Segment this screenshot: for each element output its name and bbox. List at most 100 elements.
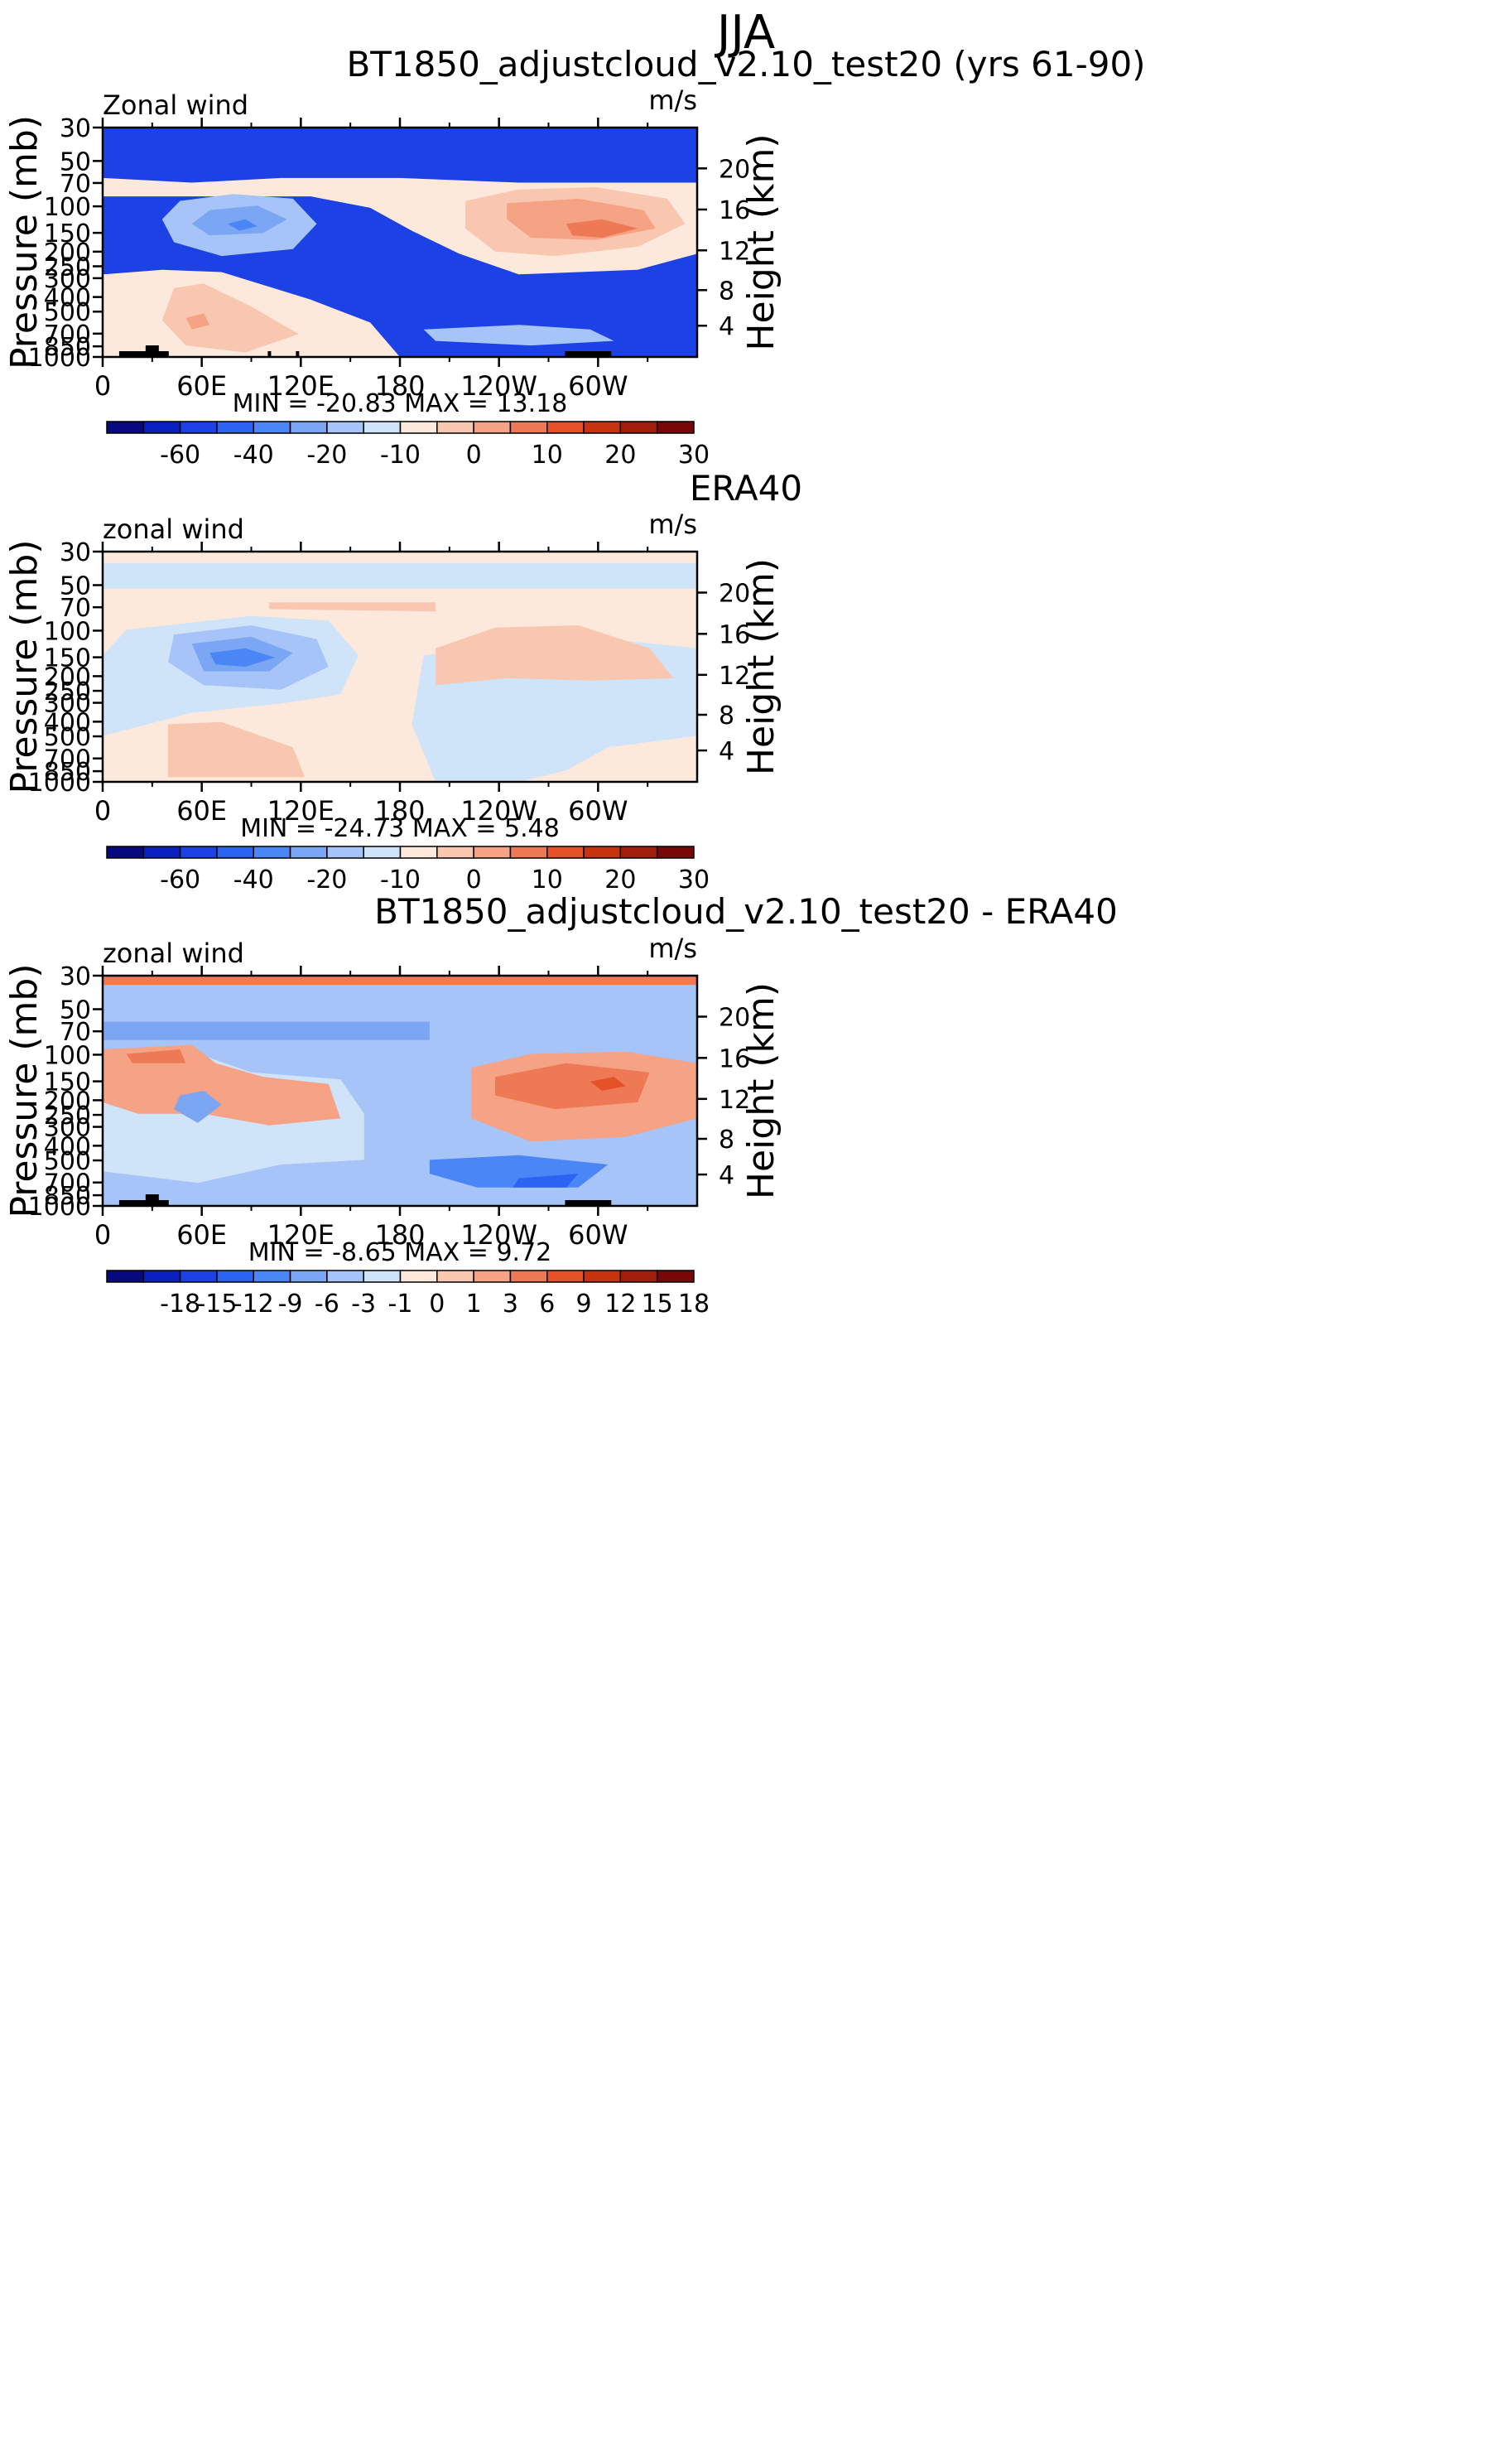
x-tick-label: 120E — [267, 1219, 334, 1251]
y-right-axis-title: Height (km) — [740, 558, 782, 775]
colorbar-label: -40 — [233, 441, 274, 470]
y-tick-label: 200 — [44, 1087, 91, 1116]
contour-region-6 — [126, 1049, 186, 1063]
y-right-axis-title: Height (km) — [740, 133, 782, 350]
contour-region-10 — [269, 602, 436, 612]
panel-3: BT1850_adjustcloud_v2.10_test20 - ERA40 z… — [3, 891, 1118, 1319]
colorbar-label: 30 — [678, 441, 710, 470]
colorbar: -60 -40 -20 -10 0 10 20 30 — [106, 846, 710, 894]
y-tick-label: 30 — [60, 114, 91, 143]
colorbar-swatch — [583, 1270, 622, 1283]
colorbar-swatch — [619, 1270, 658, 1283]
contour-region-3 — [103, 1021, 430, 1040]
colorbar-swatch — [289, 846, 328, 859]
colorbar-swatch — [363, 1270, 402, 1283]
y-tick-label: 700 — [44, 745, 91, 774]
y-tick-label: 500 — [44, 723, 91, 752]
variable-label: zonal wind — [103, 514, 244, 545]
colorbar-label: -60 — [160, 441, 200, 470]
contour-region-9 — [590, 1077, 626, 1091]
colorbar-label: -6 — [315, 1290, 339, 1319]
colorbar-label: -60 — [160, 866, 200, 894]
terrain-block-2 — [565, 1200, 612, 1206]
y-tick-label: 70 — [60, 1018, 91, 1047]
colorbar-label: 0 — [466, 866, 482, 894]
colorbar-swatch — [619, 846, 658, 859]
colorbar-label: -3 — [351, 1290, 376, 1319]
min-max-stats: MIN = -24.73 MAX = 5.48 — [240, 814, 560, 843]
colorbar-swatch — [436, 1270, 474, 1283]
y-tick-label: 1000 — [28, 344, 91, 373]
x-tick-label: 0 — [94, 1219, 111, 1251]
colorbar-swatch — [253, 1270, 291, 1283]
terrain-block-1 — [118, 1200, 169, 1206]
height-tick-label: 20 — [719, 579, 750, 608]
colorbar-label: -15 — [196, 1290, 237, 1319]
colorbar-swatch — [326, 846, 364, 859]
colorbar-swatch — [509, 1270, 548, 1283]
colorbar-swatch — [509, 846, 548, 859]
x-tick-label: 60E — [176, 795, 227, 827]
y-tick-label: 700 — [44, 1169, 91, 1198]
colorbar-label: -1 — [388, 1290, 413, 1319]
colorbar-label: 15 — [642, 1290, 673, 1319]
height-tick-label: 12 — [719, 662, 750, 691]
x-tick-label: 60W — [568, 1219, 628, 1251]
height-tick-label: 8 — [719, 1126, 734, 1155]
colorbar-label: 1 — [466, 1290, 482, 1319]
colorbar-swatch — [583, 421, 622, 434]
colorbar-swatch — [216, 1270, 254, 1283]
contour-region-2 — [103, 976, 697, 986]
x-tick-label: 60E — [176, 370, 227, 402]
height-tick-label: 12 — [719, 237, 750, 266]
y-tick-label: 200 — [44, 239, 91, 268]
y-tick-label: 70 — [60, 170, 91, 199]
x-tick-label: 60W — [568, 795, 628, 827]
colorbar-swatch — [106, 421, 145, 434]
colorbar-label: 10 — [532, 441, 563, 470]
x-tick-label: 180 — [374, 370, 425, 402]
colorbar-swatch — [546, 846, 585, 859]
terrain-peak — [145, 1194, 159, 1206]
y-tick-label: 850 — [44, 758, 91, 787]
colorbar-label: -20 — [306, 441, 347, 470]
y-tick-label: 50 — [60, 147, 91, 176]
colorbar-label: -18 — [160, 1290, 200, 1319]
colorbar-label: 20 — [604, 866, 636, 894]
colorbar-swatch — [363, 846, 402, 859]
colorbar-label: 6 — [539, 1290, 555, 1319]
contour-region-9 — [168, 721, 306, 778]
height-tick-label: 8 — [719, 277, 734, 306]
colorbar-swatch — [216, 421, 254, 434]
y-tick-label: 850 — [44, 1182, 91, 1211]
height-tick-label: 8 — [719, 702, 734, 731]
panel-title: BT1850_adjustcloud_v2.10_test20 - ERA40 — [374, 891, 1118, 932]
y-tick-label: 30 — [60, 962, 91, 991]
height-tick-label: 16 — [719, 620, 750, 649]
colorbar-label: 18 — [678, 1290, 710, 1319]
colorbar-swatch — [106, 1270, 145, 1283]
colorbar-swatch — [179, 1270, 218, 1283]
y-tick-label: 1000 — [28, 769, 91, 798]
units-label: m/s — [648, 509, 697, 540]
terrain-peak — [145, 345, 159, 357]
y-tick-label: 300 — [44, 690, 91, 719]
y-tick-label: 150 — [44, 644, 91, 673]
y-tick-label: 500 — [44, 298, 91, 327]
min-max-stats: MIN = -8.65 MAX = 9.72 — [248, 1238, 552, 1267]
x-tick-label: 60E — [176, 1219, 227, 1251]
x-tick-label: 120W — [460, 795, 537, 827]
x-tick-label: 120W — [460, 1219, 537, 1251]
colorbar-swatch — [399, 846, 438, 859]
x-tick-label: 120W — [460, 370, 537, 402]
terrain-block-3 — [296, 351, 300, 357]
contour-region-10 — [161, 283, 299, 353]
colorbar-swatch — [363, 421, 402, 434]
y-tick-label: 150 — [44, 219, 91, 248]
y-tick-label: 250 — [44, 677, 91, 706]
y-tick-label: 250 — [44, 1102, 91, 1131]
y-tick-label: 400 — [44, 1132, 91, 1161]
height-tick-label: 16 — [719, 1044, 750, 1073]
colorbar-label: -9 — [278, 1290, 303, 1319]
colorbar-swatch — [509, 421, 548, 434]
